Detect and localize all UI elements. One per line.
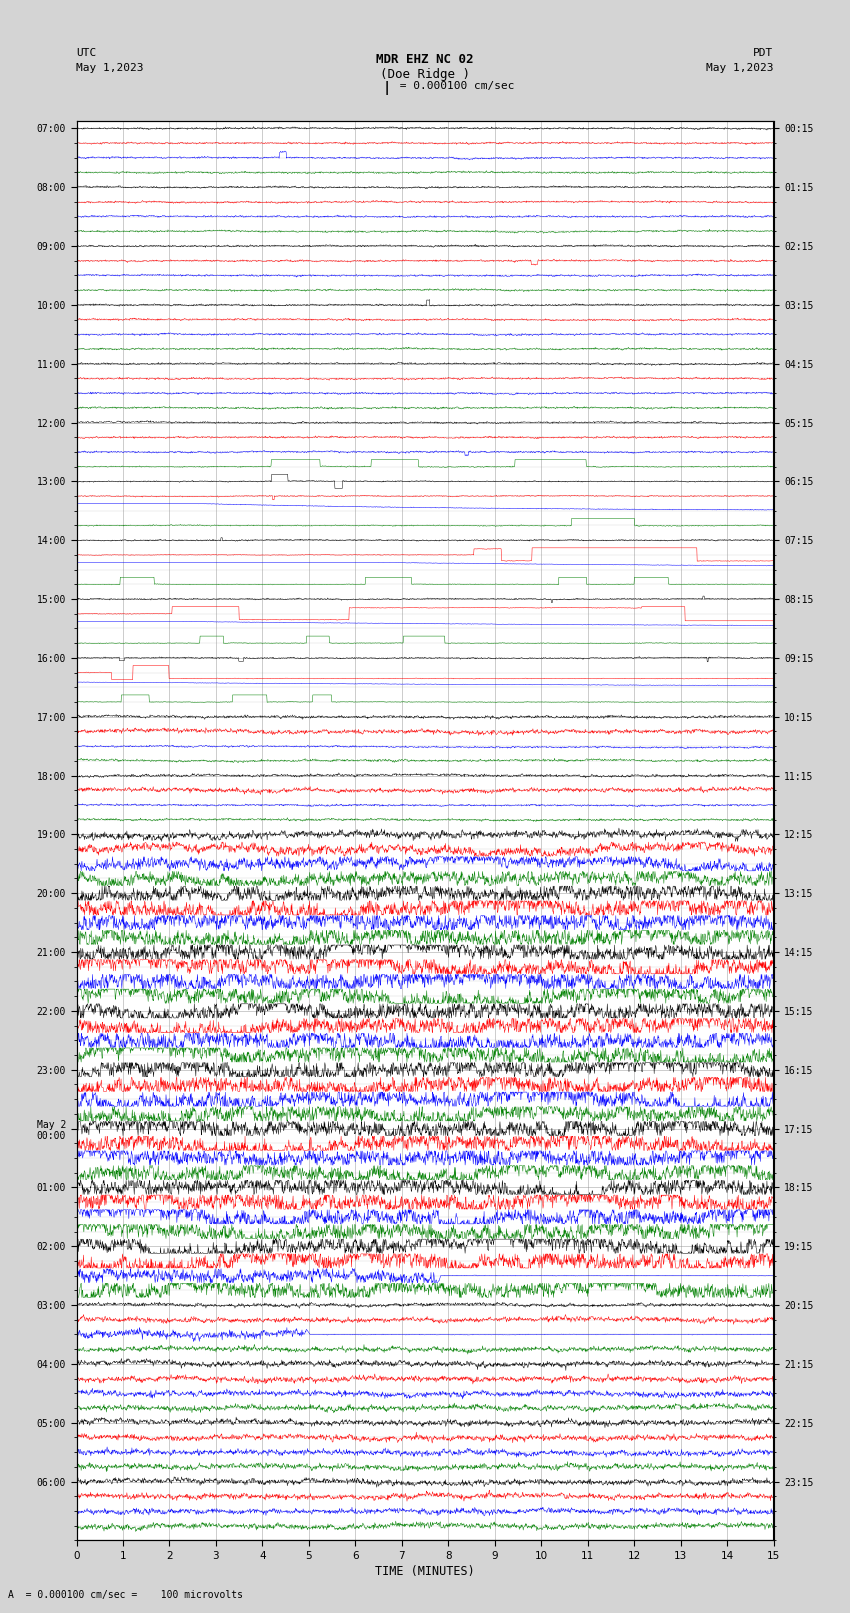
Text: PDT: PDT	[753, 48, 774, 58]
Text: May 1,2023: May 1,2023	[706, 63, 774, 73]
Text: May 1,2023: May 1,2023	[76, 63, 144, 73]
Text: A  = 0.000100 cm/sec =    100 microvolts: A = 0.000100 cm/sec = 100 microvolts	[8, 1590, 243, 1600]
Text: MDR EHZ NC 02: MDR EHZ NC 02	[377, 53, 473, 66]
Text: |: |	[382, 81, 391, 95]
Text: UTC: UTC	[76, 48, 97, 58]
Text: (Doe Ridge ): (Doe Ridge )	[380, 68, 470, 81]
Text: = 0.000100 cm/sec: = 0.000100 cm/sec	[393, 81, 514, 90]
X-axis label: TIME (MINUTES): TIME (MINUTES)	[375, 1565, 475, 1578]
